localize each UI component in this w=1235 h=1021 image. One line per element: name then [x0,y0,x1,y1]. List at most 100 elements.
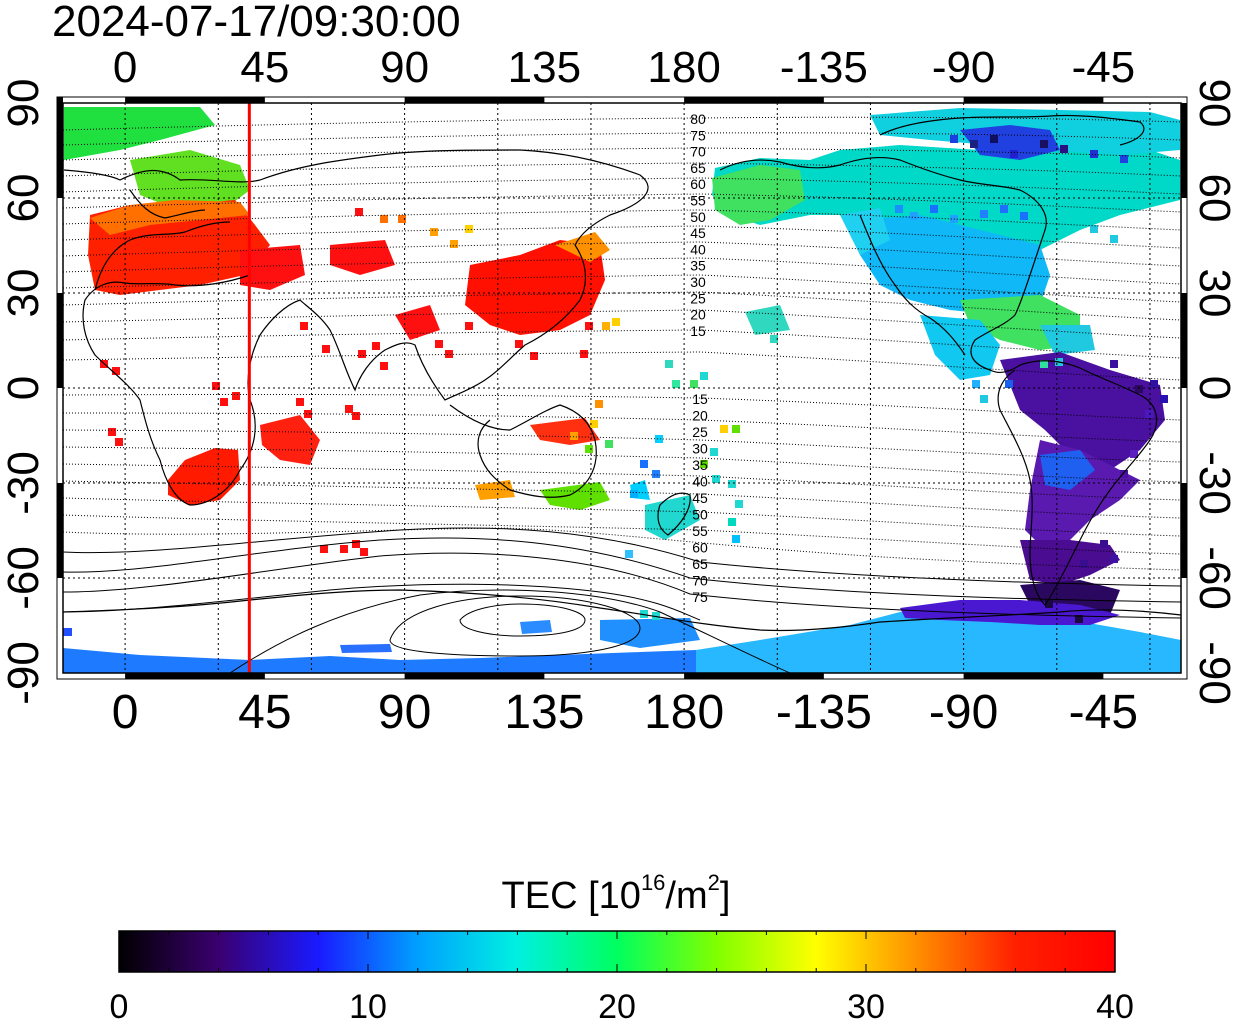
contour-label: 50 [690,209,706,225]
tec-region-alaska-green [712,165,805,225]
tec-region-southern-africa [168,448,240,505]
colorbar-tick-label: 0 [110,988,129,1021]
tec-region-alaska-canada [712,145,1180,260]
tec-region-australia-west [475,480,515,500]
bottom-lon-label: -135 [776,686,872,739]
contour-label: 25 [692,424,708,440]
left-lat-label: 90 [0,79,48,128]
left-lat-label: -60 [0,546,48,610]
tec-region-australia-south [540,482,610,510]
tec-region-arctic-europe [64,107,215,160]
top-lon-label: 90 [380,43,429,92]
contour-label: 40 [690,241,706,257]
contour-label: 75 [692,589,708,605]
top-lon-label: -90 [932,43,996,92]
contour-label: 65 [692,556,708,572]
tec-region-middle-east [240,245,305,290]
contour-label: 40 [692,474,708,490]
contour-label: 45 [690,225,706,241]
right-lat-label: -60 [1190,546,1235,610]
colorbar: TEC [1016/m2] 0 10 20 30 40 [110,870,1134,1021]
contour-label: 55 [692,523,708,539]
contour-label: 35 [692,457,708,473]
tec-scatter-blocks [100,135,1168,623]
tec-region-central-asia [330,240,395,275]
tec-region-antarctic-pacific [600,618,700,648]
coastlines [63,114,1181,632]
right-lat-label: 30 [1190,269,1235,318]
tec-region-australia-north [530,418,600,445]
left-lat-label: 30 [0,269,48,318]
right-lat-label: 90 [1190,79,1235,128]
top-lon-label: 180 [647,43,720,92]
tec-region-south-america-north [1000,352,1165,470]
top-lon-label: -45 [1072,43,1136,92]
tec-region-antarctic-purple [900,600,1120,625]
contour-label: 75 [690,127,706,143]
tec-region-south-america-south [1020,540,1120,585]
map-border-bars [57,97,1187,679]
right-lat-label: 60 [1190,174,1235,223]
tec-region-canada-arctic-dark [960,125,1060,160]
contour-label: 15 [690,323,706,339]
tec-region-caribbean [1040,325,1095,355]
left-lat-label: -90 [0,641,48,705]
bottom-lon-label: -45 [1069,686,1138,739]
top-longitude-labels: 0 45 90 135 180 -135 -90 -45 [113,43,1135,92]
colorbar-title: TEC [1016/m2] [502,870,731,917]
contour-label: 25 [690,290,706,306]
right-lat-label: -30 [1190,451,1235,515]
top-lon-label: 135 [508,43,581,92]
contour-label: 80 [690,111,706,127]
contour-label: 70 [692,573,708,589]
bottom-lon-label: 90 [378,686,431,739]
top-lon-label: 0 [113,43,137,92]
right-latitude-labels: 90 60 30 0 -30 -60 -90 [1190,79,1235,705]
tec-region-japan-north [555,232,610,262]
tec-region-antarctic-band-east [696,610,1181,673]
bottom-lon-label: 0 [112,686,139,739]
bottom-lon-label: 45 [238,686,291,739]
tec-region-east-africa [260,415,320,465]
contour-label: 65 [690,160,706,176]
tec-region-antarctic-left-edge [63,628,72,636]
colorbar-ticks: 0 10 20 30 40 [110,931,1134,1021]
contour-label: 30 [692,441,708,457]
contour-label: 60 [692,540,708,556]
tec-region-usa [860,215,1050,315]
tec-region-new-zealand [645,495,700,540]
right-lat-label: -90 [1190,641,1235,705]
top-lon-label: 45 [240,43,289,92]
bottom-lon-label: 180 [644,686,724,739]
magnetic-contours [63,116,1181,673]
contour-label: 55 [690,193,706,209]
contour-label: 60 [690,176,706,192]
left-lat-label: 0 [0,376,48,400]
tec-region-antarctic-band-west [63,648,696,673]
contour-label: 70 [690,144,706,160]
bottom-lon-label: -90 [929,686,998,739]
contour-label: 35 [690,258,706,274]
map-timestamp-title: 2024-07-17/09:30:00 [52,0,461,46]
right-lat-label: 0 [1190,376,1235,400]
tec-region-southern-ocean-pacific [520,620,552,634]
bottom-longitude-labels: 0 45 90 135 180 -135 -90 -45 [112,686,1138,739]
colorbar-tick-label: 30 [847,988,885,1021]
contour-label: 45 [692,490,708,506]
contour-label: 15 [692,391,708,407]
colorbar-tick-label: 40 [1096,988,1134,1021]
contour-label: 50 [692,507,708,523]
contour-label: 20 [692,408,708,424]
left-lat-label: 60 [0,174,48,223]
contour-label: 30 [690,274,706,290]
colorbar-tick-label: 20 [598,988,636,1021]
tec-region-amazon-blue [1040,450,1095,490]
top-lon-label: -135 [780,43,868,92]
left-latitude-labels: 90 60 30 0 -30 -60 -90 [0,79,48,705]
left-lat-label: -30 [0,451,48,515]
colorbar-tick-label: 10 [349,988,387,1021]
